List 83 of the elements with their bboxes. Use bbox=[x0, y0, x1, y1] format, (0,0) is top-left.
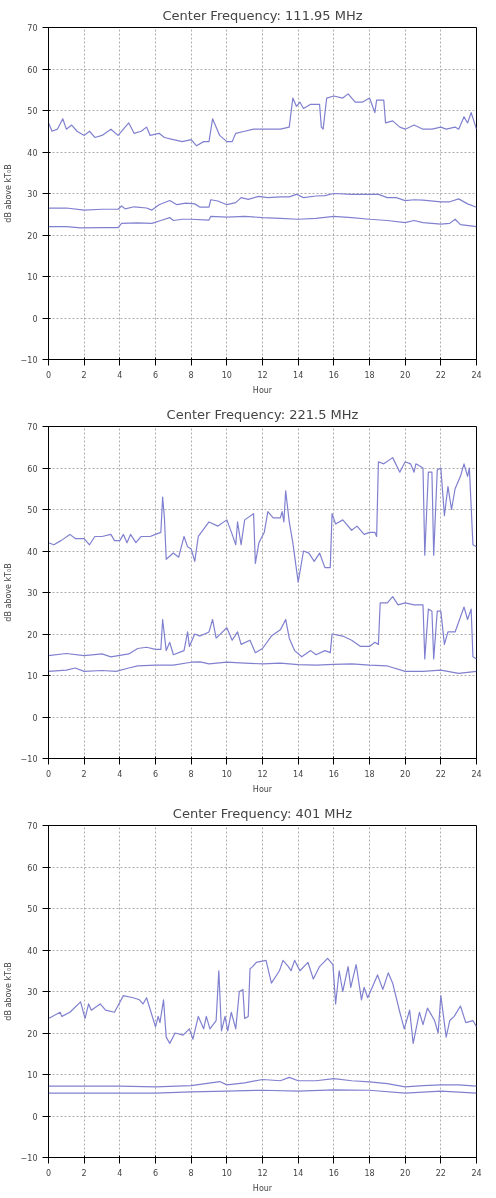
x-tick-label: 14 bbox=[293, 370, 304, 380]
chart-title: Center Frequency: 111.95 MHz bbox=[162, 7, 363, 23]
x-tick-label: 22 bbox=[435, 1168, 446, 1178]
x-tick-label: 8 bbox=[188, 370, 194, 380]
x-tick-label: 4 bbox=[117, 1168, 123, 1178]
x-tick-label: 14 bbox=[293, 1168, 304, 1178]
x-tick-label: 22 bbox=[435, 370, 446, 380]
line-series bbox=[48, 192, 477, 211]
y-tick-label: 50 bbox=[27, 107, 38, 116]
line-series bbox=[48, 661, 477, 675]
y-tick-label: 30 bbox=[27, 589, 38, 598]
x-tick-label: 12 bbox=[257, 370, 268, 380]
y-tick-label: 20 bbox=[27, 231, 38, 241]
x-tick-label: 18 bbox=[364, 769, 375, 779]
y-tick-label: 70 bbox=[27, 423, 38, 432]
line-series bbox=[48, 93, 477, 147]
x-tick-label: 22 bbox=[435, 769, 446, 779]
x-tick-label: 16 bbox=[328, 769, 339, 779]
y-tick-label: 10 bbox=[27, 672, 38, 681]
y-tick-label: 0 bbox=[32, 314, 38, 324]
y-tick-label: 30 bbox=[27, 988, 38, 997]
y-tick-label: −10 bbox=[20, 755, 38, 764]
y-tick-label: 0 bbox=[32, 1112, 38, 1122]
x-tick-label: 24 bbox=[471, 370, 482, 380]
line-series bbox=[48, 457, 477, 583]
x-tick-label: 0 bbox=[45, 769, 52, 779]
y-tick-label: 60 bbox=[27, 65, 38, 75]
y-tick-label: 20 bbox=[27, 630, 38, 640]
x-tick-label: 0 bbox=[45, 1168, 52, 1178]
y-tick-label: 60 bbox=[27, 464, 38, 474]
x-tick-label: 2 bbox=[81, 1168, 87, 1178]
x-tick-label: 24 bbox=[471, 1168, 482, 1178]
y-tick-label: −10 bbox=[20, 1154, 38, 1163]
x-tick-label: 10 bbox=[221, 769, 232, 779]
y-axis-title: dB above kT₀B bbox=[3, 563, 13, 622]
x-tick-label: 4 bbox=[117, 769, 123, 779]
x-tick-label: 2 bbox=[81, 769, 87, 779]
x-axis-title: Hour bbox=[252, 784, 273, 794]
x-tick-label: 20 bbox=[400, 370, 411, 380]
line-series bbox=[48, 957, 477, 1044]
y-tick-label: 40 bbox=[27, 946, 38, 956]
y-tick-label: 40 bbox=[27, 148, 38, 158]
x-tick-label: 0 bbox=[45, 370, 52, 380]
y-tick-label: 50 bbox=[27, 506, 38, 515]
line-series bbox=[48, 215, 477, 229]
x-tick-label: 2 bbox=[81, 370, 87, 380]
x-tick-label: 6 bbox=[152, 769, 159, 779]
x-tick-label: 6 bbox=[152, 1168, 159, 1178]
x-tick-label: 14 bbox=[293, 769, 304, 779]
y-axis-title: dB above kT₀B bbox=[3, 962, 13, 1021]
x-tick-label: 18 bbox=[364, 1168, 375, 1178]
y-tick-label: 10 bbox=[27, 273, 38, 282]
x-tick-label: 20 bbox=[400, 1168, 411, 1178]
y-tick-label: 30 bbox=[27, 190, 38, 199]
x-axis-title: Hour bbox=[252, 1183, 273, 1193]
x-tick-label: 10 bbox=[221, 1168, 232, 1178]
y-tick-label: 40 bbox=[27, 547, 38, 557]
line-series bbox=[48, 1076, 477, 1088]
x-tick-label: 16 bbox=[328, 370, 339, 380]
x-tick-label: 24 bbox=[471, 769, 482, 779]
y-tick-label: 60 bbox=[27, 863, 38, 873]
x-tick-label: 6 bbox=[152, 370, 159, 380]
y-tick-label: 20 bbox=[27, 1029, 38, 1039]
x-tick-label: 12 bbox=[257, 1168, 268, 1178]
x-axis-title: Hour bbox=[252, 385, 273, 395]
y-tick-label: 70 bbox=[27, 24, 38, 33]
x-tick-label: 20 bbox=[400, 769, 411, 779]
x-tick-label: 8 bbox=[188, 1168, 194, 1178]
x-tick-label: 12 bbox=[257, 769, 268, 779]
x-tick-label: 10 bbox=[221, 370, 232, 380]
y-tick-label: 70 bbox=[27, 822, 38, 831]
y-axis-title: dB above kT₀B bbox=[3, 164, 13, 223]
chart-title: Center Frequency: 401 MHz bbox=[172, 805, 353, 821]
line-series bbox=[48, 596, 477, 660]
x-tick-label: 16 bbox=[328, 1168, 339, 1178]
y-tick-label: 10 bbox=[27, 1071, 38, 1080]
y-tick-label: 0 bbox=[32, 713, 38, 723]
x-tick-label: 4 bbox=[117, 370, 123, 380]
x-tick-label: 8 bbox=[188, 769, 194, 779]
y-tick-label: 50 bbox=[27, 905, 38, 914]
chart-title: Center Frequency: 221.5 MHz bbox=[166, 406, 359, 422]
x-tick-label: 18 bbox=[364, 370, 375, 380]
y-tick-label: −10 bbox=[20, 356, 38, 365]
